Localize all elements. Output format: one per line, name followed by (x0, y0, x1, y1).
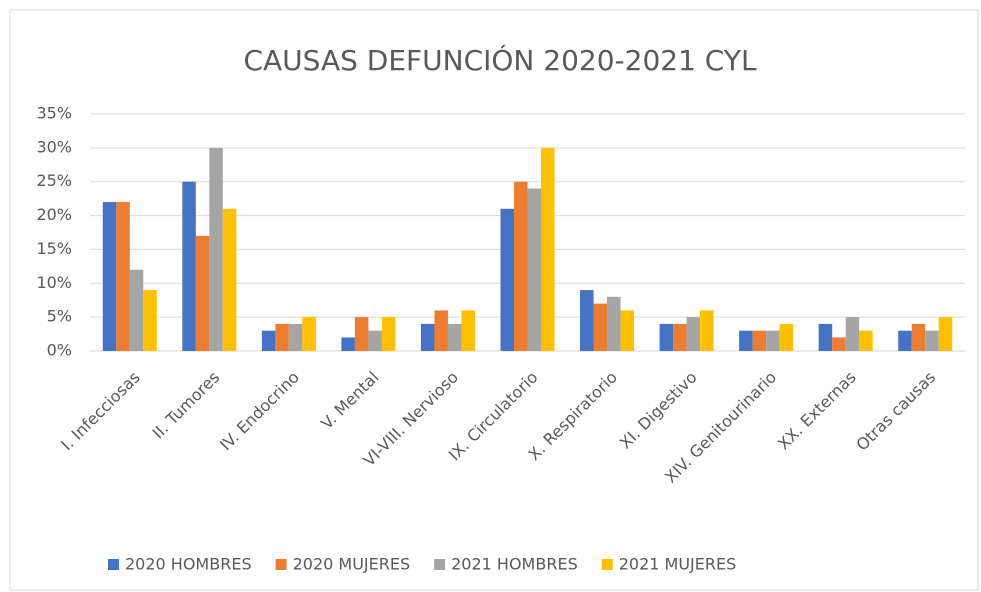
legend-label: 2020 HOMBRES (125, 555, 252, 574)
bar (700, 310, 714, 351)
legend-swatch (108, 559, 119, 570)
bar (859, 330, 873, 351)
bar (620, 310, 635, 351)
bar (222, 208, 237, 351)
bar (766, 330, 780, 351)
bar (209, 147, 223, 351)
bar (302, 317, 316, 351)
bar (500, 208, 514, 351)
bar (143, 290, 157, 351)
bar (845, 317, 860, 351)
y-tick-label: 5% (47, 307, 72, 326)
bar (261, 330, 276, 351)
bar (275, 323, 289, 351)
y-tick-label: 10% (36, 273, 72, 292)
y-tick-label: 25% (36, 171, 72, 190)
bar (938, 317, 953, 351)
bar (659, 323, 674, 351)
bar (673, 323, 687, 351)
chart-frame (9, 9, 979, 591)
bar (288, 323, 303, 351)
bar (593, 303, 608, 351)
bar (182, 181, 196, 351)
legend-swatch (434, 559, 446, 570)
bar (607, 296, 621, 351)
legend-label: 2020 MUJERES (293, 555, 411, 574)
legend-label: 2021 MUJERES (619, 555, 737, 574)
bar (195, 235, 210, 351)
y-tick-label: 0% (47, 341, 72, 360)
bar (686, 317, 701, 351)
chart-title: CAUSAS DEFUNCIÓN 2020-2021 CYL (243, 43, 756, 77)
y-tick-label: 35% (36, 104, 72, 123)
bar (898, 330, 912, 351)
bar (434, 310, 448, 351)
bar (354, 317, 369, 351)
legend-label: 2021 HOMBRES (451, 555, 578, 574)
bar (341, 337, 355, 351)
y-tick-label: 20% (36, 205, 72, 224)
bar (461, 310, 475, 351)
bar (832, 337, 846, 351)
bar (381, 317, 396, 351)
bar (514, 181, 528, 351)
bar (752, 330, 767, 351)
legend-swatch (601, 559, 613, 570)
y-tick-label: 15% (36, 239, 72, 258)
bar (420, 323, 435, 351)
bar (580, 290, 594, 351)
bar (527, 188, 541, 351)
bar (739, 330, 753, 351)
bar (818, 323, 833, 351)
bar (447, 323, 462, 351)
bar (779, 323, 794, 351)
bar (116, 202, 130, 351)
bar (368, 330, 382, 351)
bar (129, 269, 144, 351)
bar (102, 202, 117, 351)
y-tick-label: 30% (36, 137, 72, 156)
bar (911, 323, 926, 351)
bar (541, 147, 555, 351)
bar (925, 330, 939, 351)
legend: 2020 HOMBRES 2020 MUJERES 2021 HOMBRES 2021… (108, 555, 736, 574)
legend-swatch (275, 559, 287, 570)
